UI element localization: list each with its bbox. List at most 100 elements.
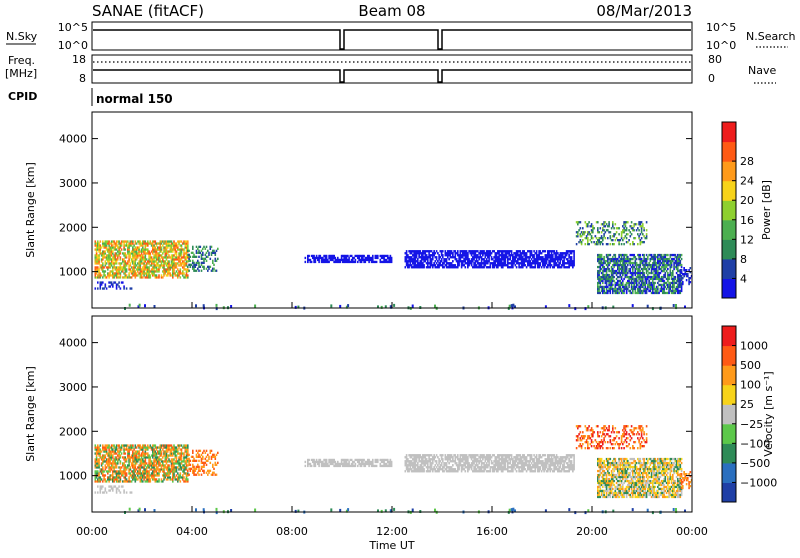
- velocity-cell: [201, 454, 203, 456]
- power-cell: [681, 271, 683, 273]
- power-cell: [648, 262, 650, 264]
- power-cell: [115, 246, 117, 248]
- power-cell: [183, 272, 185, 274]
- power-cell: [310, 259, 312, 261]
- power-colorbar-swatch: [722, 259, 736, 279]
- power-cell: [217, 248, 219, 250]
- velocity-cell: [322, 461, 324, 463]
- power-colorbar-tick-label: 24: [740, 175, 754, 188]
- power-cell: [434, 305, 436, 308]
- velocity-cell: [131, 448, 133, 450]
- power-cell: [195, 304, 197, 307]
- power-cell: [675, 292, 677, 294]
- power-cell: [180, 276, 182, 278]
- power-cell: [546, 262, 548, 264]
- power-cell: [192, 252, 194, 254]
- velocity-cell: [201, 468, 203, 470]
- power-cell: [613, 280, 615, 282]
- power-cell: [361, 261, 363, 263]
- power-cell: [495, 262, 497, 264]
- power-cell: [587, 239, 589, 241]
- power-cell: [196, 246, 198, 248]
- power-cell: [621, 288, 623, 290]
- power-cell: [680, 262, 682, 264]
- velocity-cell: [315, 463, 317, 465]
- velocity-cell: [326, 459, 328, 461]
- velocity-cell: [187, 448, 189, 450]
- power-cell: [611, 286, 613, 288]
- power-cell: [568, 266, 570, 268]
- power-cell: [163, 264, 165, 266]
- velocity-cell: [152, 446, 154, 448]
- power-cell: [315, 261, 317, 263]
- power-cell: [123, 242, 125, 244]
- power-cell: [158, 270, 160, 272]
- power-cell: [106, 262, 108, 264]
- velocity-cell: [103, 491, 105, 493]
- power-cell: [523, 262, 525, 264]
- power-cell: [560, 262, 562, 264]
- power-cell: [512, 264, 514, 266]
- velocity-cell: [352, 463, 354, 465]
- power-cell: [627, 288, 629, 290]
- power-cell: [136, 258, 138, 260]
- power-cell: [128, 274, 130, 276]
- power-cell: [411, 264, 413, 266]
- power-cell: [623, 256, 625, 258]
- power-cell: [208, 254, 210, 256]
- velocity-cell: [181, 462, 183, 464]
- power-cell: [677, 288, 679, 290]
- power-cell: [126, 274, 128, 276]
- power-ytick-label: 1000: [59, 266, 87, 279]
- power-cell: [515, 258, 517, 260]
- power-cell: [643, 256, 645, 258]
- velocity-cell: [355, 465, 357, 467]
- velocity-cell: [156, 470, 158, 472]
- power-cell: [143, 262, 145, 264]
- power-cell: [663, 288, 665, 290]
- velocity-cell: [111, 446, 113, 448]
- power-cell: [652, 280, 654, 282]
- power-cell: [136, 242, 138, 244]
- power-cell: [675, 276, 677, 278]
- power-cell: [462, 256, 464, 258]
- velocity-cell: [142, 480, 144, 482]
- power-cell: [608, 225, 610, 227]
- power-cell: [481, 256, 483, 258]
- power-cell: [143, 274, 145, 276]
- power-cell: [618, 270, 620, 272]
- power-cell: [635, 290, 637, 292]
- power-ylabel: Slant Range [km]: [24, 162, 37, 258]
- power-cell: [192, 248, 194, 250]
- power-cell: [438, 254, 440, 256]
- power-cell: [118, 281, 120, 283]
- power-cell: [142, 246, 144, 248]
- power-cell: [587, 241, 589, 243]
- power-cell: [98, 270, 100, 272]
- power-cell: [132, 242, 134, 244]
- power-cell: [642, 225, 644, 227]
- power-cell: [212, 270, 214, 272]
- velocity-cell: [200, 470, 202, 472]
- power-cell: [466, 250, 468, 252]
- velocity-cell: [305, 461, 307, 463]
- velocity-cell: [346, 461, 348, 463]
- velocity-cell: [173, 444, 175, 446]
- power-cell: [573, 258, 575, 260]
- power-cell: [391, 259, 393, 261]
- velocity-cell: [125, 470, 127, 472]
- power-cell: [528, 258, 530, 260]
- velocity-cell: [126, 460, 128, 462]
- power-cell: [647, 266, 649, 268]
- velocity-cell: [125, 452, 127, 454]
- velocity-cell: [196, 460, 198, 462]
- power-cell: [176, 250, 178, 252]
- power-cell: [216, 260, 218, 262]
- power-cell: [425, 260, 427, 262]
- power-cell: [176, 266, 178, 268]
- velocity-cell: [173, 474, 175, 476]
- velocity-cell: [160, 470, 162, 472]
- power-cell: [140, 264, 142, 266]
- velocity-cell: [180, 472, 182, 474]
- power-cell: [563, 260, 565, 262]
